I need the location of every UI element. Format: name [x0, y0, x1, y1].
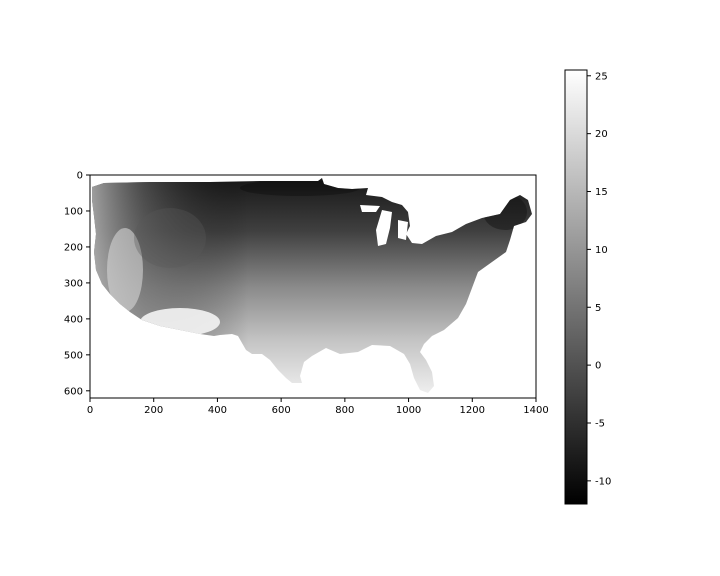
x-tick-label: 1400 [523, 405, 548, 416]
colorbar-tick-label: 20 [595, 129, 608, 140]
colorbar-tick-label: -5 [595, 418, 605, 429]
colorbar [564, 69, 588, 505]
colorbar-tick-label: 15 [595, 187, 608, 198]
colorbar-tick-label: -10 [595, 476, 611, 487]
colorbar-tick-label: 5 [595, 303, 601, 314]
x-tick-label: 1000 [396, 405, 421, 416]
colorbar-tick-label: 0 [595, 361, 601, 372]
y-tick-label: 600 [64, 386, 83, 397]
y-tick-label: 400 [64, 314, 83, 325]
x-tick-label: 200 [144, 405, 163, 416]
y-tick-label: 0 [77, 171, 83, 182]
x-tick-label: 800 [335, 405, 354, 416]
colorbar-axis: -10 -5 0 5 10 15 20 25 [587, 71, 611, 487]
y-tick-label: 500 [64, 350, 83, 361]
colorbar-tick-label: 10 [595, 245, 608, 256]
x-tick-label: 1200 [460, 405, 485, 416]
x-axis: 0 200 400 600 800 1000 1200 1400 [87, 398, 549, 416]
y-tick-label: 200 [64, 242, 83, 253]
y-axis: 0 100 200 300 400 500 600 [64, 171, 90, 397]
heatmap-image [92, 178, 532, 393]
y-tick-label: 100 [64, 206, 83, 217]
x-tick-label: 600 [272, 405, 291, 416]
colorbar-tick-label: 25 [595, 71, 608, 82]
x-tick-label: 0 [87, 405, 93, 416]
y-tick-label: 300 [64, 278, 83, 289]
axes-frame [89, 174, 537, 399]
x-tick-label: 400 [208, 405, 227, 416]
